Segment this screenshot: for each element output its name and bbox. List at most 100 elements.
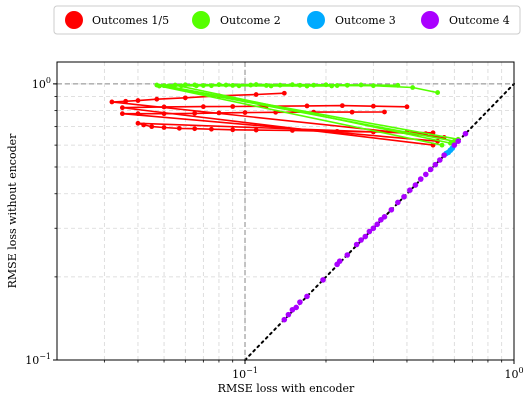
series-0-point bbox=[370, 103, 376, 109]
series-0-point bbox=[253, 92, 259, 97]
series-0-point bbox=[339, 103, 345, 109]
series-1-point bbox=[439, 142, 445, 148]
plot-frame bbox=[56, 61, 515, 361]
series-3-point bbox=[401, 193, 407, 200]
series-3-point bbox=[451, 142, 458, 148]
series-0-point bbox=[230, 127, 236, 133]
series-0-point bbox=[281, 90, 287, 96]
series-3-point bbox=[281, 316, 288, 323]
series-1-point bbox=[194, 83, 199, 89]
series-3-point bbox=[370, 225, 377, 232]
series-0-point bbox=[161, 111, 167, 117]
series-3-point bbox=[422, 171, 429, 178]
series-1-point bbox=[344, 82, 350, 88]
series-3-point bbox=[388, 206, 395, 213]
series-0-point bbox=[154, 96, 160, 102]
series-0-point bbox=[242, 110, 248, 115]
series-0-point bbox=[192, 110, 198, 116]
legend-marker-outcome-4 bbox=[421, 11, 439, 29]
x-axis-label: RMSE loss with encoder bbox=[218, 382, 355, 395]
series-0-point bbox=[119, 105, 125, 111]
series-0-point bbox=[334, 128, 340, 134]
series-0-point bbox=[349, 109, 355, 115]
series-1-point bbox=[410, 85, 416, 90]
series-3-point bbox=[407, 187, 413, 194]
series-3-point bbox=[366, 228, 373, 235]
series-1-point bbox=[236, 83, 242, 89]
series-3-point bbox=[293, 304, 300, 311]
legend-marker-outcome-2 bbox=[192, 11, 210, 29]
series-0-point bbox=[123, 98, 129, 104]
series-1-point bbox=[447, 140, 453, 146]
series-0-point bbox=[200, 104, 206, 110]
series-1-point bbox=[166, 83, 172, 89]
series-3-point bbox=[336, 258, 343, 264]
series-3-point bbox=[417, 176, 424, 182]
series-3-point bbox=[432, 161, 439, 168]
series-0-line-1 bbox=[121, 104, 434, 146]
series-1-point bbox=[178, 83, 184, 89]
series-1-point bbox=[329, 83, 335, 89]
series-3-point bbox=[320, 277, 326, 283]
series-0-point bbox=[209, 126, 214, 132]
legend-marker-outcome-3 bbox=[307, 11, 325, 29]
series-0-point bbox=[135, 120, 141, 126]
legend-label-outcomes-1-5: Outcomes 1/5 bbox=[92, 14, 169, 27]
series-1-line-3 bbox=[158, 84, 443, 146]
series-0-point bbox=[216, 110, 222, 116]
y-axis-label: RMSE loss without encoder bbox=[6, 133, 19, 289]
series-3-point bbox=[285, 311, 292, 318]
series-1-point bbox=[451, 138, 457, 144]
series-3-point bbox=[427, 166, 434, 173]
series-1-line-2 bbox=[174, 84, 451, 144]
series-1-point bbox=[268, 83, 274, 89]
series-3-point bbox=[297, 299, 303, 305]
series-1-point bbox=[370, 83, 376, 89]
series-0-point bbox=[109, 99, 115, 105]
legend: Outcomes 1/5 Outcome 2 Outcome 3 Outcome… bbox=[53, 5, 521, 35]
series-0-point bbox=[182, 95, 188, 101]
series-0-point bbox=[289, 128, 295, 133]
series-3-point bbox=[437, 157, 443, 163]
series-0-point bbox=[192, 126, 198, 132]
series-3-point bbox=[412, 182, 419, 188]
series-3-point bbox=[441, 152, 447, 158]
series-0-point bbox=[135, 111, 141, 117]
series-0-point bbox=[382, 109, 387, 115]
x-tick-label: 100 bbox=[504, 366, 523, 381]
series-1-point bbox=[156, 83, 162, 89]
series-0-point bbox=[176, 125, 182, 131]
series-1-point bbox=[304, 83, 310, 89]
legend-label-outcome-3: Outcome 3 bbox=[335, 14, 396, 27]
y-tick-label: 10−1 bbox=[25, 352, 51, 367]
series-0-point bbox=[304, 103, 310, 109]
y-tick-label: 100 bbox=[32, 76, 51, 91]
series-layer bbox=[109, 82, 469, 323]
series-0-point bbox=[404, 104, 410, 110]
series-3-point bbox=[374, 221, 380, 228]
legend-frame bbox=[53, 5, 521, 35]
series-3-point bbox=[381, 214, 388, 220]
axis-ticks: 10−1 100 10−1 100 bbox=[25, 76, 523, 381]
series-3-point bbox=[344, 252, 351, 258]
series-0-point bbox=[161, 104, 167, 110]
series-0-point bbox=[135, 98, 141, 103]
series-2-point bbox=[445, 149, 452, 156]
series-3-point bbox=[362, 233, 369, 240]
series-3-point bbox=[395, 199, 401, 206]
series-0-point bbox=[119, 111, 125, 117]
series-1-point bbox=[209, 83, 214, 89]
legend-marker-outcomes-1-5 bbox=[65, 11, 83, 29]
series-3-point bbox=[304, 293, 310, 300]
series-3-point bbox=[358, 237, 364, 243]
series-0-point bbox=[253, 127, 259, 133]
series-1-point bbox=[435, 90, 441, 95]
series-3-point bbox=[353, 241, 360, 248]
x-tick-label: 10−1 bbox=[232, 366, 258, 381]
series-0-point bbox=[230, 104, 236, 109]
series-3-point bbox=[462, 130, 469, 137]
series-0-point bbox=[149, 124, 155, 130]
legend-label-outcome-4: Outcome 4 bbox=[449, 14, 510, 27]
legend-label-outcome-2: Outcome 2 bbox=[220, 14, 281, 27]
